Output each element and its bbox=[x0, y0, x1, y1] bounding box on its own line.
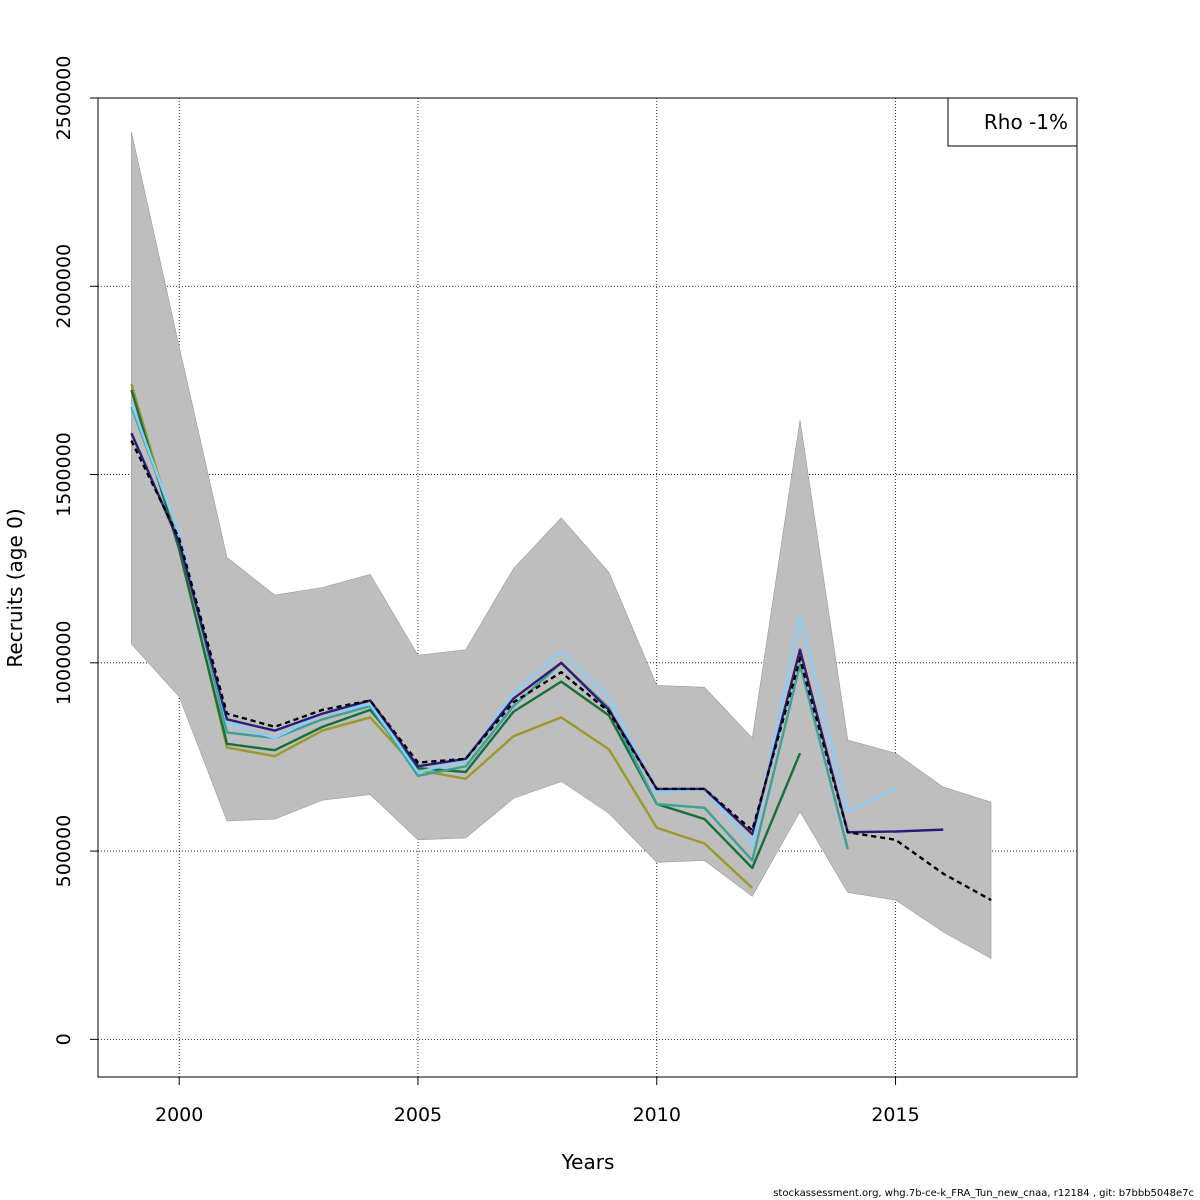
series-line-2 bbox=[130, 432, 944, 836]
legend-frame bbox=[947, 97, 1078, 147]
series-lines-layer bbox=[130, 383, 992, 901]
series-line-4 bbox=[130, 406, 849, 862]
y-tick-label: 2500000 bbox=[53, 56, 75, 141]
confidence-band-layer bbox=[131, 131, 992, 959]
plot-frame bbox=[97, 97, 1078, 1078]
y-tick-label: 0 bbox=[53, 1033, 75, 1045]
y-tick-label: 500000 bbox=[53, 815, 75, 888]
x-axis-ticks: 2000 2005 2010 2015 bbox=[155, 1077, 920, 1126]
series-line-5 bbox=[130, 389, 802, 870]
y-tick-label: 1000000 bbox=[53, 620, 75, 705]
series-line-6 bbox=[130, 383, 754, 889]
legend-box: Rho -1% bbox=[947, 97, 1078, 147]
x-axis-title: Years bbox=[561, 1150, 615, 1174]
y-tick-label: 2000000 bbox=[53, 244, 75, 329]
footer-credit: stockassessment.org, whg.7b-ce-k_FRA_Tun… bbox=[773, 1188, 1194, 1199]
y-axis-ticks: 0 500000 1000000 1500000 2000000 2500000 bbox=[53, 56, 98, 1045]
y-axis-title: Recruits (age 0) bbox=[3, 508, 27, 667]
confidence-band bbox=[131, 131, 992, 959]
x-tick-label: 2010 bbox=[633, 1104, 681, 1126]
series-line-1-overlay bbox=[130, 440, 992, 901]
legend-label: Rho -1% bbox=[984, 110, 1068, 134]
x-tick-label: 2015 bbox=[871, 1104, 919, 1126]
x-tick-label: 2000 bbox=[155, 1104, 203, 1126]
y-tick-label: 1500000 bbox=[53, 432, 75, 517]
x-tick-label: 2005 bbox=[394, 1104, 442, 1126]
